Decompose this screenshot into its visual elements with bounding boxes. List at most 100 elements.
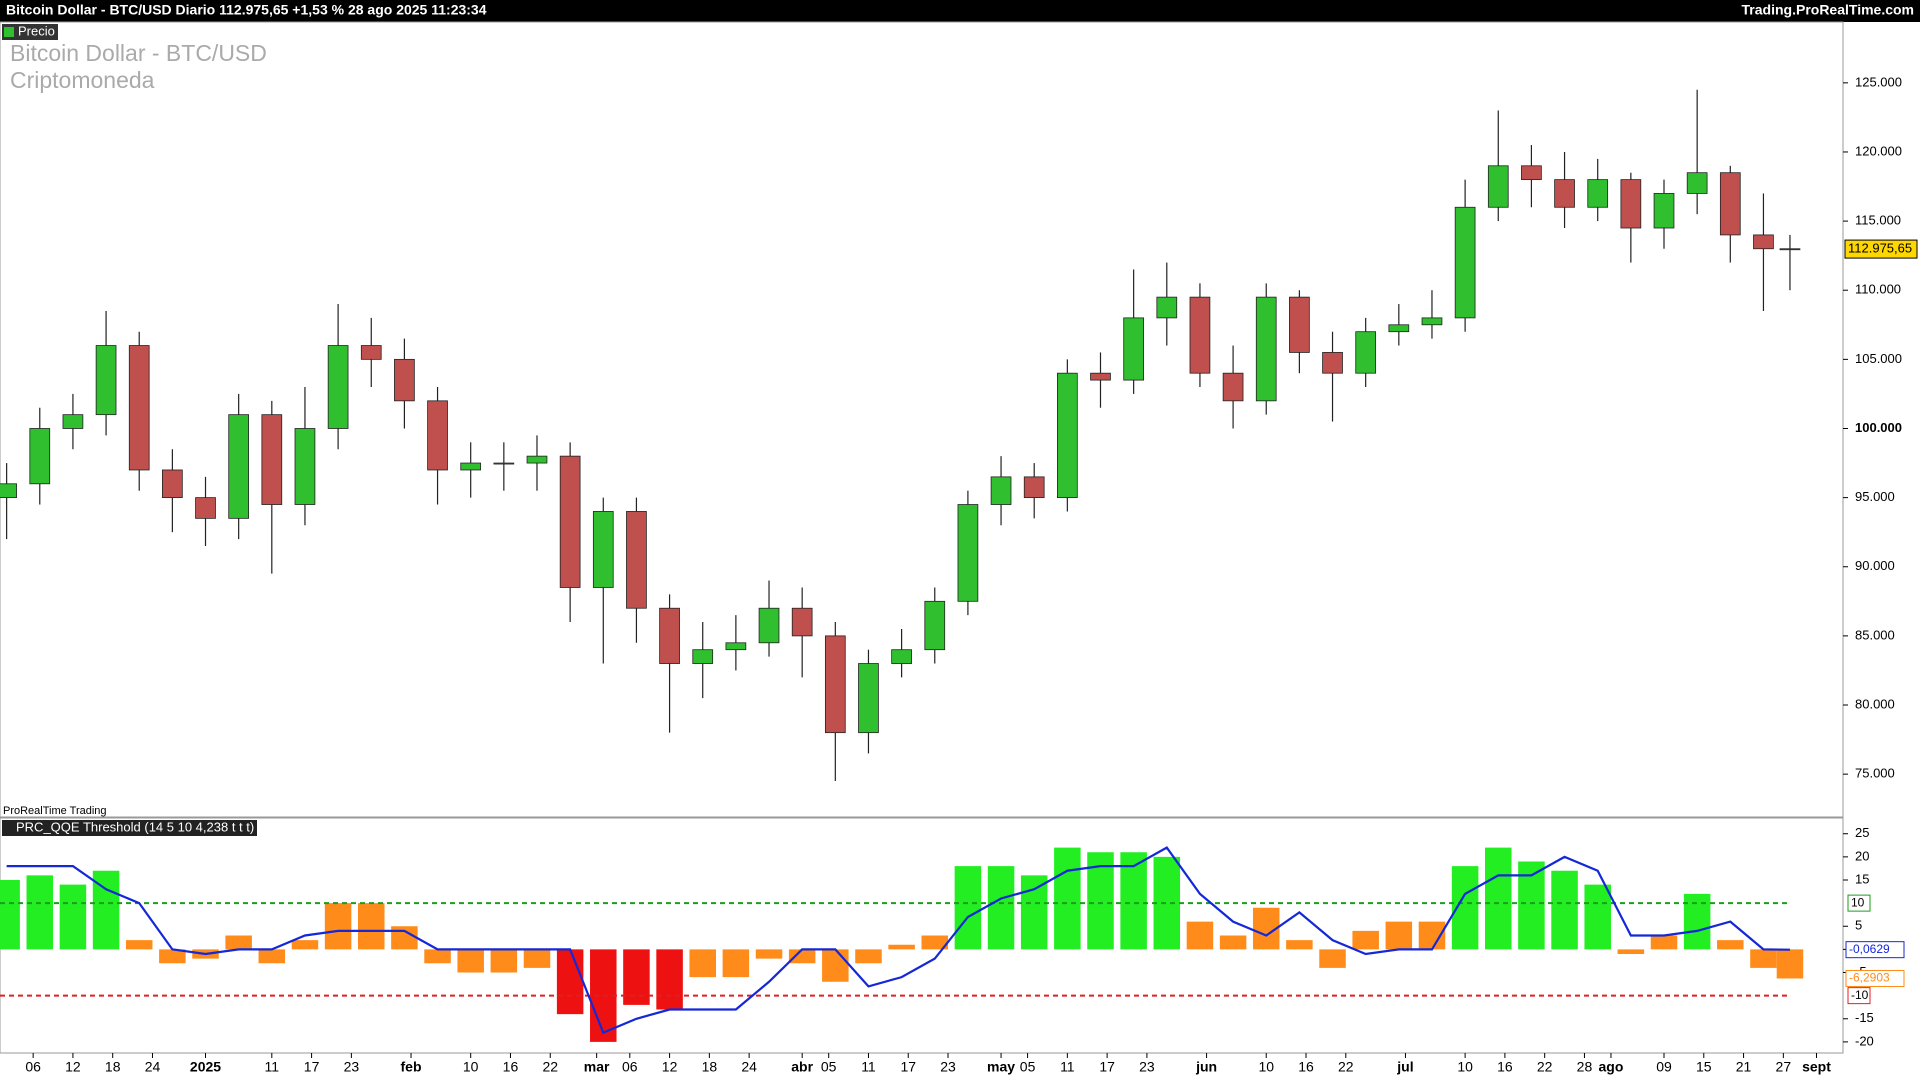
- x-tick-label: sept: [1802, 1059, 1831, 1075]
- y-tick-label: -20: [1855, 1033, 1874, 1048]
- candle-body: [360, 345, 382, 360]
- x-tick-label: 05: [1020, 1059, 1036, 1075]
- x-tick-label: 23: [940, 1059, 956, 1075]
- histogram-bar: [1750, 949, 1777, 968]
- candle-body: [1521, 165, 1542, 181]
- instrument-subtitle: Criptomoneda: [10, 67, 155, 93]
- y-tick-label: 125.000: [1855, 74, 1902, 89]
- histogram-bar: [324, 903, 352, 950]
- x-tick-label: 2025: [190, 1059, 221, 1075]
- top-bar: [0, 0, 1920, 22]
- histogram-bar: [1120, 852, 1147, 950]
- histogram-bar: [755, 949, 783, 959]
- candle-body: [592, 511, 614, 588]
- histogram-bar: [855, 949, 882, 964]
- histogram-bar: [1485, 847, 1512, 950]
- candle-body: [858, 663, 879, 734]
- histogram-bar: [523, 949, 551, 968]
- window-title: Bitcoin Dollar - BTC/USD Diario 112.975,…: [6, 2, 487, 18]
- histogram-bar: [556, 949, 584, 1015]
- x-tick-label: 22: [1537, 1059, 1553, 1075]
- histogram-bar: [457, 949, 484, 973]
- candle-body: [1620, 179, 1642, 229]
- histogram-bar: [822, 949, 849, 982]
- y-tick-label: 20: [1855, 848, 1869, 863]
- y-tick-label: 90.000: [1855, 558, 1895, 573]
- candle-body: [1388, 324, 1410, 333]
- histogram-bar: [1776, 949, 1804, 979]
- y-tick-label: 80.000: [1855, 696, 1895, 711]
- y-tick-label: 75.000: [1855, 766, 1895, 781]
- indicator-panel: [0, 817, 1844, 1054]
- x-tick-label: 09: [1656, 1059, 1672, 1075]
- x-tick-label: 23: [1139, 1059, 1155, 1075]
- candle-body: [626, 511, 647, 609]
- histogram-bar: [788, 949, 816, 964]
- threshold-label: 10: [1851, 895, 1865, 909]
- candle-body: [924, 600, 946, 651]
- candle-body: [758, 607, 780, 644]
- x-tick-label: 17: [304, 1059, 320, 1075]
- qqe-line: [6, 846, 1790, 1035]
- histogram-bar: [357, 903, 385, 950]
- x-tick-label: 05: [821, 1059, 837, 1075]
- histogram-bar: [1054, 847, 1081, 950]
- candle-body: [0, 483, 17, 499]
- histogram-bar: [1650, 935, 1678, 950]
- histogram-bar: [954, 866, 982, 950]
- candle-body: [62, 414, 84, 429]
- histogram-bar: [623, 949, 650, 1005]
- footer: ProRealTime Trading: [3, 805, 107, 817]
- candle-body: [1255, 296, 1277, 402]
- histogram-bar: [921, 935, 949, 950]
- x-tick-label: ago: [1599, 1059, 1624, 1075]
- threshold-box: [1847, 987, 1871, 1005]
- x-tick-label: 16: [1298, 1059, 1314, 1075]
- histogram-bar: [1020, 875, 1048, 950]
- y-tick-label: 15: [1855, 871, 1869, 886]
- candle-body: [1322, 352, 1343, 374]
- candle-body: [1222, 372, 1244, 402]
- candle-body: [526, 455, 548, 464]
- histogram-last-box: [1845, 969, 1905, 987]
- candle-body: [128, 345, 150, 471]
- price-panel: [0, 21, 1844, 818]
- y-tick-label: 120.000: [1855, 143, 1902, 158]
- line-last-box: [1845, 941, 1905, 959]
- threshold-label: -10: [1851, 988, 1869, 1002]
- tag-icon: [4, 27, 14, 37]
- histogram-bar: [225, 935, 252, 950]
- candle-body: [394, 358, 415, 402]
- x-tick-label: 23: [344, 1059, 360, 1075]
- histogram-bar: [26, 875, 54, 950]
- candle-body: [29, 428, 51, 485]
- x-tick-label: mar: [584, 1059, 610, 1075]
- histogram-bar: [1352, 930, 1379, 950]
- x-tick-label: 22: [1338, 1059, 1354, 1075]
- x-tick-label: 21: [1736, 1059, 1752, 1075]
- candle-body: [195, 497, 216, 519]
- candle-body: [493, 462, 515, 465]
- x-tick-label: 11: [861, 1059, 876, 1075]
- histogram-bar: [125, 940, 153, 950]
- candle-body: [1454, 206, 1476, 319]
- candle-body: [692, 649, 714, 664]
- x-tick-label: 17: [900, 1059, 916, 1075]
- y-tick-label: 5: [1855, 918, 1862, 933]
- candle-body: [725, 642, 747, 651]
- histogram-bar: [722, 949, 750, 978]
- y-tick-label: 95.000: [1855, 489, 1895, 504]
- candle-body: [1156, 296, 1178, 319]
- histogram-bar: [888, 944, 915, 950]
- candle-body: [891, 649, 912, 664]
- x-tick-label: feb: [401, 1059, 422, 1075]
- last-price-label: 112.975,65: [1848, 241, 1912, 256]
- histogram-bar: [656, 949, 683, 1010]
- line-last-label: -0,0629: [1849, 942, 1890, 956]
- histogram-bar: [1319, 949, 1346, 968]
- x-tick-label: 06: [25, 1059, 41, 1075]
- histogram-bar: [1286, 940, 1313, 950]
- histogram-bar: [1153, 856, 1181, 950]
- site[interactable]: Trading.ProRealTime.com: [1742, 2, 1914, 18]
